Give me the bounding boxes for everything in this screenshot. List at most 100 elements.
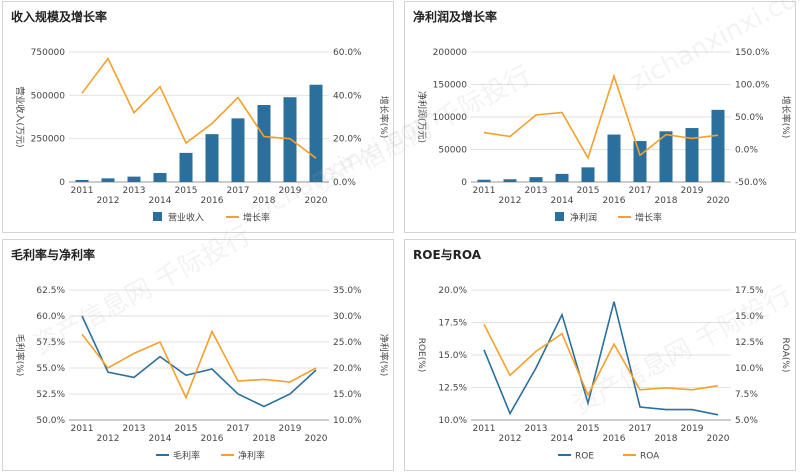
- bar: [555, 173, 569, 182]
- panel-title: 净利润及增长率: [413, 10, 498, 24]
- y-right-tick-label: 10.0%: [735, 364, 764, 374]
- series-line-ROA: [483, 323, 719, 397]
- panel-margins: 毛利率与净利率 50.0% 52.5% 55.0% 57.5% 60.0% 62.5% 10…: [2, 239, 394, 471]
- x-tick-label: 2012: [499, 434, 522, 444]
- y-right-tick-label: 30.0%: [333, 312, 362, 322]
- x-tick-label: 2016: [603, 434, 626, 444]
- x-tick-label: 2015: [175, 424, 198, 434]
- x-tick-label: 2019: [681, 186, 704, 196]
- y-left-tick-label: 500000: [31, 91, 66, 101]
- y-right-tick-label: 25.0%: [333, 338, 362, 348]
- x-tick-label: 2014: [149, 434, 172, 444]
- bar: [633, 141, 647, 182]
- legend-label: 净利率: [238, 450, 265, 462]
- bar: [529, 177, 543, 182]
- x-tick-label: 2013: [525, 424, 548, 434]
- bar: [101, 178, 115, 182]
- x-tick-label: 2014: [149, 196, 172, 206]
- y-right-tick-label: 0.0%: [735, 146, 758, 156]
- legend-label: 增长率: [243, 212, 270, 224]
- legend-label: ROA: [640, 452, 660, 462]
- x-tick-label: 2017: [227, 186, 250, 196]
- panel-title: ROE与ROA: [413, 248, 482, 262]
- y-left-tick-label: 17.5%: [438, 319, 467, 329]
- bar: [503, 179, 517, 182]
- panel-title: 收入规模及增长率: [11, 10, 108, 24]
- y-right-tick-label: 0.0%: [333, 178, 356, 188]
- legend-label: 营业收入: [168, 212, 204, 224]
- bar: [231, 118, 245, 182]
- y-right-tick-label: 12.5%: [735, 338, 764, 348]
- x-tick-label: 2019: [681, 424, 704, 434]
- legend-swatch: [555, 212, 564, 221]
- x-tick-label: 2014: [551, 196, 574, 206]
- x-tick-label: 2015: [577, 424, 600, 434]
- bar: [607, 134, 621, 182]
- x-tick-label: 2018: [253, 434, 276, 444]
- x-tick-label: 2013: [525, 186, 548, 196]
- x-tick-label: 2020: [707, 434, 730, 444]
- y-left-tick-label: 52.5%: [36, 390, 65, 400]
- y-right-tick-label: 60.0%: [333, 48, 362, 58]
- legend-label: ROE: [575, 452, 594, 462]
- panel-title: 毛利率与净利率: [11, 248, 96, 262]
- bar: [75, 179, 89, 182]
- x-tick-label: 2011: [473, 186, 496, 196]
- y-left-tick-label: 250000: [31, 135, 66, 145]
- bar: [205, 134, 219, 182]
- series-line-毛利率: [81, 315, 317, 408]
- bar: [685, 128, 699, 182]
- bar: [659, 131, 673, 182]
- y-left-tick-label: 10.0%: [438, 416, 467, 426]
- x-tick-label: 2011: [71, 186, 94, 196]
- bar: [581, 167, 595, 182]
- y-left-tick-label: 200000: [433, 48, 468, 58]
- y-left-tick-label: 57.5%: [36, 338, 65, 348]
- y-left-tick-label: 0: [59, 178, 65, 188]
- bar: [309, 84, 323, 182]
- y-left-axis-title: 净利润(万元): [416, 91, 428, 143]
- bar: [153, 172, 167, 182]
- bar: [711, 109, 725, 182]
- x-tick-label: 2020: [707, 196, 730, 206]
- bar: [127, 176, 141, 182]
- y-left-axis-title: 营业收入(万元): [14, 86, 26, 147]
- y-right-tick-label: 20.0%: [333, 364, 362, 374]
- series-line-ROE: [483, 301, 719, 416]
- y-right-tick-label: 100.0%: [735, 81, 770, 91]
- x-tick-label: 2018: [253, 196, 276, 206]
- legend-label: 增长率: [635, 212, 662, 224]
- y-right-tick-label: 15.0%: [735, 312, 764, 322]
- legend-label: 毛利率: [173, 450, 200, 462]
- y-left-tick-label: 12.5%: [438, 384, 467, 394]
- x-tick-label: 2011: [473, 424, 496, 434]
- y-left-axis-title: ROE(%): [416, 338, 426, 373]
- y-right-axis-title: 增长率(%): [378, 96, 390, 139]
- x-tick-label: 2017: [629, 424, 652, 434]
- bar: [179, 152, 193, 182]
- x-tick-label: 2019: [279, 186, 302, 196]
- bar: [477, 179, 491, 182]
- y-right-tick-label: 20.0%: [333, 135, 362, 145]
- y-left-tick-label: 100000: [433, 113, 468, 123]
- y-left-tick-label: 20.0%: [438, 286, 467, 296]
- x-tick-label: 2020: [305, 434, 328, 444]
- x-tick-label: 2017: [629, 186, 652, 196]
- chart-roe-roa: 10.0% 12.5% 15.0% 17.5% 20.0% 5.0% 7.5% 10.0% 12…: [416, 286, 790, 462]
- y-left-axis-title: 毛利率(%): [14, 334, 26, 377]
- panel-netprofit: 净利润及增长率 0 50000 100000 150000 200000 -50.0% 0.…: [404, 1, 796, 233]
- chart-margins: 50.0% 52.5% 55.0% 57.5% 60.0% 62.5% 10.0% 15.0%…: [14, 286, 390, 462]
- y-left-tick-label: 150000: [433, 81, 468, 91]
- chart-netprofit: 0 50000 100000 150000 200000 -50.0% 0.0% 50.0% 1…: [416, 48, 792, 224]
- x-tick-label: 2013: [123, 186, 146, 196]
- x-tick-label: 2020: [305, 196, 328, 206]
- x-tick-label: 2012: [97, 196, 120, 206]
- series-line-净利率: [81, 329, 317, 400]
- y-left-tick-label: 15.0%: [438, 351, 467, 361]
- y-right-tick-label: -50.0%: [735, 178, 767, 188]
- x-tick-label: 2016: [201, 434, 224, 444]
- series-line-增长率: [483, 73, 719, 160]
- y-right-tick-label: 35.0%: [333, 286, 362, 296]
- y-right-axis-title: ROA(%): [780, 338, 790, 373]
- y-right-tick-label: 5.0%: [735, 416, 758, 426]
